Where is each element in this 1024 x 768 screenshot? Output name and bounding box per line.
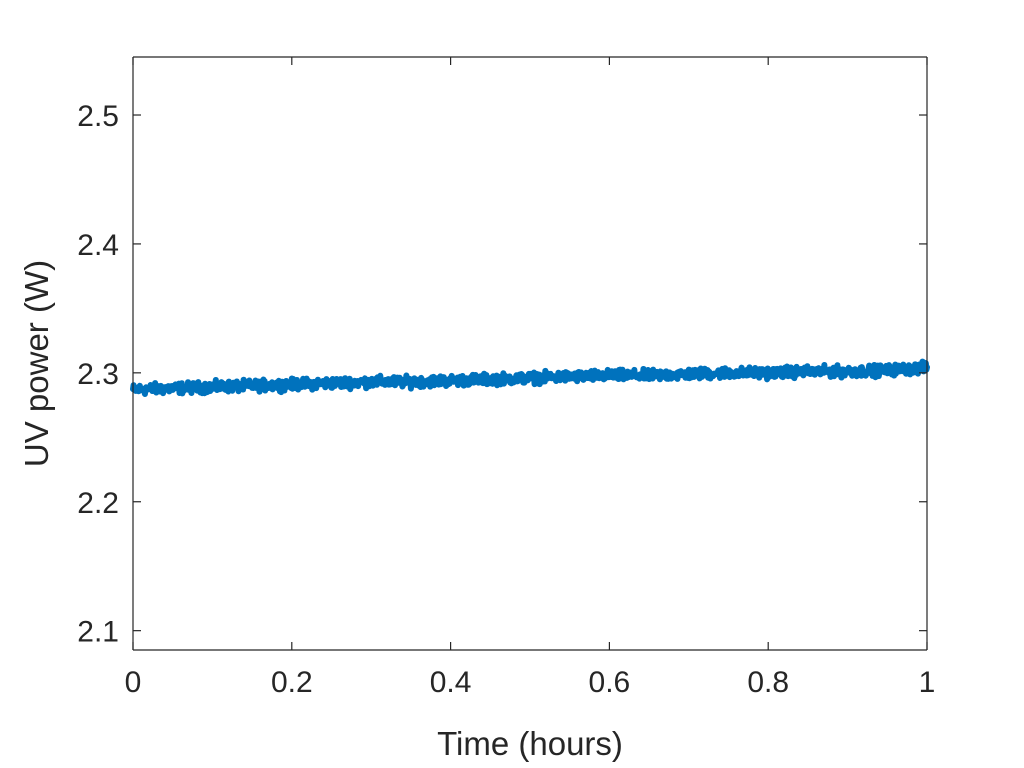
y-tick-label: 2.4	[77, 229, 119, 262]
x-tick-label: 0	[125, 666, 142, 699]
x-tick-label: 1	[919, 666, 936, 699]
series-layer	[130, 358, 930, 397]
series-line-0	[130, 358, 930, 397]
y-tick-label: 2.3	[77, 358, 119, 391]
axes	[132, 56, 928, 651]
y-tick-label: 2.2	[77, 487, 119, 520]
x-tick-label: 0.8	[747, 666, 789, 699]
y-axis-title: UV power (W)	[18, 260, 55, 467]
x-tick-label: 0.6	[589, 666, 631, 699]
x-axis-ticks: 0 0.2 0.4 0.6 0.8 1	[125, 57, 936, 699]
x-tick-label: 0.2	[271, 666, 313, 699]
y-axis-ticks: 2.1 2.2 2.3 2.4 2.5	[77, 100, 927, 649]
x-axis-title: Time (hours)	[437, 725, 623, 762]
plot-background	[133, 57, 927, 650]
x-tick-label: 0.4	[430, 666, 472, 699]
y-tick-label: 2.1	[77, 616, 119, 649]
y-tick-label: 2.5	[77, 100, 119, 133]
plot-area	[133, 57, 927, 650]
